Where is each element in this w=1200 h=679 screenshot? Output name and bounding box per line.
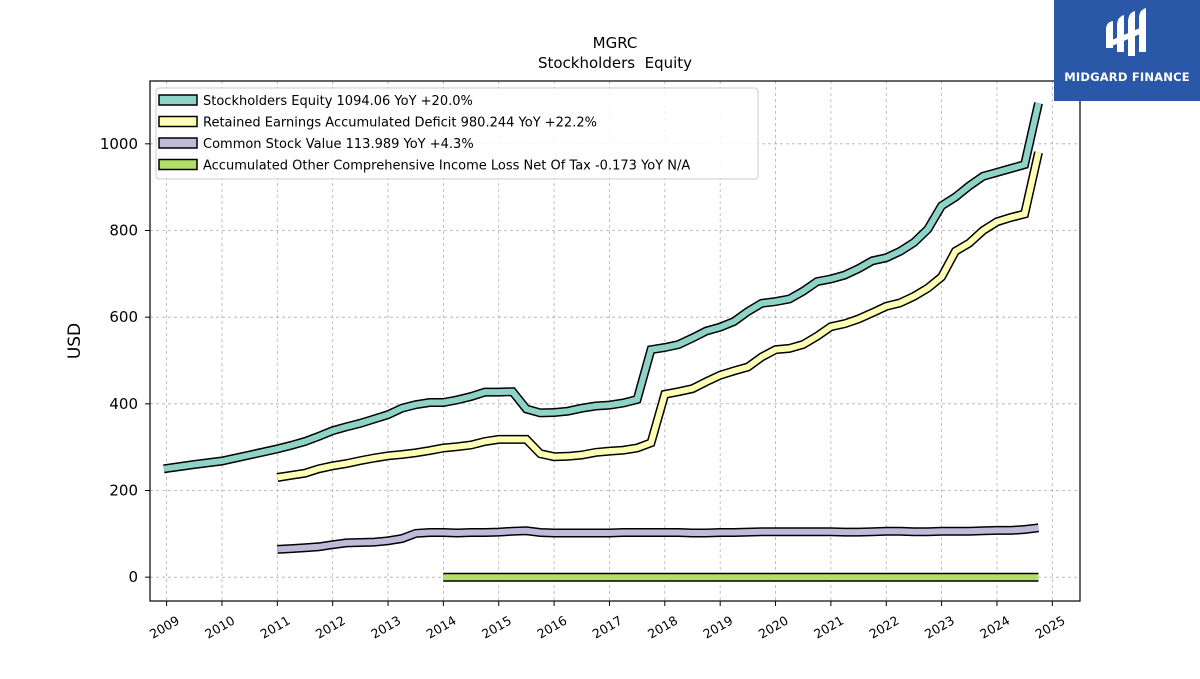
y-tick-label: 1000 [100, 135, 138, 153]
legend-label: Common Stock Value 113.989 YoY +4.3% [203, 137, 474, 152]
legend-swatch [158, 158, 198, 171]
plot-frame [149, 80, 1081, 602]
y-tick-label: 600 [109, 308, 138, 326]
legend-label: Stockholders Equity 1094.06 YoY +20.0% [203, 94, 473, 109]
y-tick-label: 400 [109, 395, 138, 413]
chart-subtitle: Stockholders Equity [538, 54, 692, 72]
y-tick-label: 0 [128, 568, 138, 586]
brand-name: MIDGARD FINANCE [1064, 70, 1190, 84]
legend-label: Accumulated Other Comprehensive Income L… [203, 159, 690, 174]
legend-label: Retained Earnings Accumulated Deficit 98… [203, 116, 597, 131]
legend-swatch [158, 94, 198, 106]
chart-title: MGRC [593, 34, 638, 52]
series-layer [163, 102, 1043, 582]
series-line [163, 102, 1042, 472]
brand-logo: MIDGARD FINANCE [1054, 0, 1200, 101]
legend-swatch [158, 115, 198, 128]
legend-box [155, 87, 759, 180]
legend: Stockholders Equity 1094.06 YoY +20.0% Re… [155, 87, 759, 180]
legend-swatch [158, 137, 198, 149]
series-1 [276, 151, 1043, 482]
y-tick-label: 800 [109, 222, 138, 240]
series-line [277, 524, 1039, 553]
brand-mark-icon [1106, 8, 1146, 56]
series-0 [163, 102, 1043, 474]
series-line [276, 151, 1042, 481]
y-tick-label: 200 [109, 482, 138, 500]
series-2 [277, 523, 1040, 554]
y-axis-label: USD [65, 323, 85, 359]
